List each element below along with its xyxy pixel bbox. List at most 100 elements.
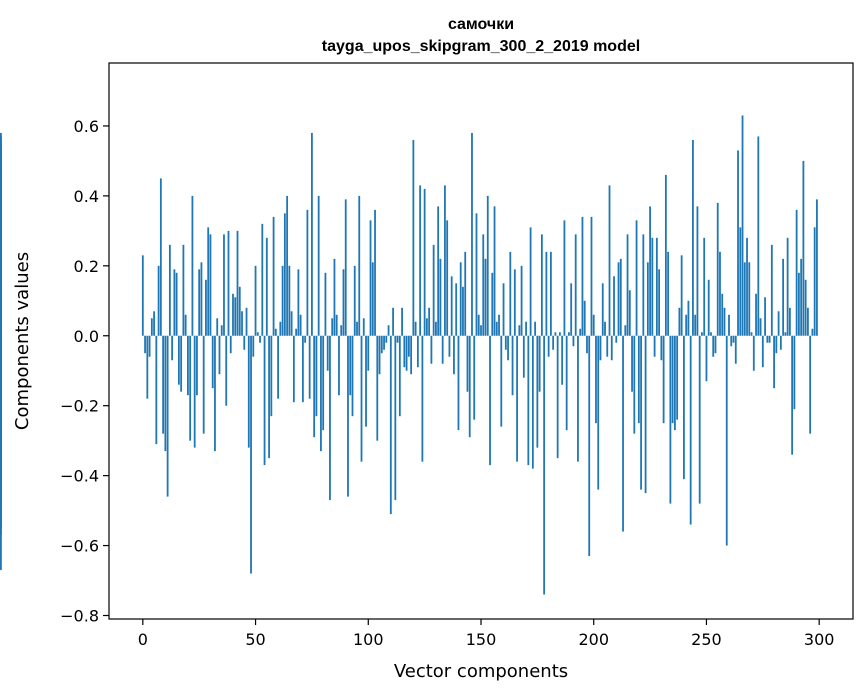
bar-108 xyxy=(385,335,388,343)
bar-93 xyxy=(351,335,354,417)
bar-262 xyxy=(732,335,735,343)
bar-126 xyxy=(425,318,428,336)
bar-286 xyxy=(786,237,789,336)
bar-280 xyxy=(773,335,775,389)
bar-157 xyxy=(495,321,498,336)
bar-214 xyxy=(624,325,627,336)
bar-4 xyxy=(150,318,153,336)
bar-279 xyxy=(770,244,773,336)
bar-294 xyxy=(804,279,807,336)
bar-260 xyxy=(728,314,730,336)
bar-265 xyxy=(739,227,742,336)
bar-62 xyxy=(281,265,284,336)
bar-67 xyxy=(292,335,295,403)
bar-152 xyxy=(484,258,487,336)
bar-197 xyxy=(586,335,588,354)
bar-228 xyxy=(655,237,658,336)
bar-68 xyxy=(295,328,298,336)
bar-271 xyxy=(752,335,755,371)
bar-119 xyxy=(410,335,413,375)
bar-270 xyxy=(750,332,753,336)
bar-293 xyxy=(802,160,805,336)
bar-240 xyxy=(683,335,685,480)
bar-54 xyxy=(263,335,266,466)
bar-222 xyxy=(642,234,645,336)
bar-234 xyxy=(669,335,672,504)
bar-136 xyxy=(448,335,451,357)
bar-38 xyxy=(227,230,230,336)
bar-181 xyxy=(549,251,552,336)
bar-105 xyxy=(378,335,381,375)
bar-125 xyxy=(423,188,426,336)
bar-241 xyxy=(685,314,688,336)
bar-221 xyxy=(640,335,642,490)
bar-6 xyxy=(155,335,158,445)
bar-283 xyxy=(779,335,782,350)
bar-86 xyxy=(335,314,338,336)
bar-64 xyxy=(286,195,289,336)
bar-127 xyxy=(428,307,431,336)
bar-121 xyxy=(414,321,417,336)
bar-34 xyxy=(218,335,221,375)
bar-10 xyxy=(164,335,167,452)
bar-284 xyxy=(782,258,785,336)
bar-204 xyxy=(601,283,604,336)
bar-63 xyxy=(283,213,286,336)
bar-161 xyxy=(504,335,507,350)
bar-252 xyxy=(710,332,712,336)
bar-172 xyxy=(529,227,532,336)
bar-129 xyxy=(432,244,435,336)
bar-211 xyxy=(617,262,620,336)
bar-41 xyxy=(234,297,237,336)
bar-99 xyxy=(365,335,367,427)
bar-268 xyxy=(746,237,748,336)
bar-92 xyxy=(349,335,352,396)
bar-272 xyxy=(755,293,757,336)
bar-13 xyxy=(171,335,174,361)
bar-106 xyxy=(380,335,383,354)
bar-74 xyxy=(308,335,311,399)
bar-292 xyxy=(800,258,803,336)
bar-166 xyxy=(516,335,518,462)
bar-81 xyxy=(324,272,327,336)
y-tick-label: −0.4 xyxy=(60,467,99,486)
bar-8 xyxy=(159,178,162,336)
bar-193 xyxy=(577,335,579,462)
bar-139 xyxy=(455,283,458,336)
bar-9 xyxy=(162,335,165,434)
bar-188 xyxy=(565,335,568,431)
bar-17 xyxy=(180,335,183,392)
bar-168 xyxy=(520,265,523,336)
bar-71 xyxy=(301,335,304,403)
bar-45 xyxy=(243,335,246,350)
bar-46 xyxy=(245,307,248,336)
bar-83 xyxy=(329,335,331,501)
bar-140 xyxy=(457,335,460,431)
bar-19 xyxy=(184,314,187,336)
bar-28 xyxy=(205,279,207,336)
bar-96 xyxy=(358,195,361,336)
bar-257 xyxy=(721,293,724,336)
bar-52 xyxy=(259,335,261,343)
bar-192 xyxy=(574,234,577,336)
bar-297 xyxy=(811,328,814,336)
bar-87 xyxy=(338,335,340,396)
bar-22 xyxy=(191,195,194,336)
bar-1 xyxy=(144,335,146,354)
bar-110 xyxy=(389,335,392,515)
bar-153 xyxy=(486,195,489,336)
bar-78 xyxy=(317,195,320,336)
bar-89 xyxy=(342,269,345,336)
bar-251 xyxy=(707,279,710,336)
bar-254 xyxy=(714,335,717,354)
chart-title: самочки xyxy=(448,16,514,33)
bar-11 xyxy=(166,335,169,497)
bar-117 xyxy=(405,335,408,371)
bar-275 xyxy=(761,335,764,368)
bar-160 xyxy=(502,283,505,336)
bar-289 xyxy=(793,335,796,410)
bar-20 xyxy=(187,335,189,396)
bar-132 xyxy=(439,258,442,336)
x-tick-label: 0 xyxy=(138,630,148,649)
bar-101 xyxy=(369,220,372,336)
